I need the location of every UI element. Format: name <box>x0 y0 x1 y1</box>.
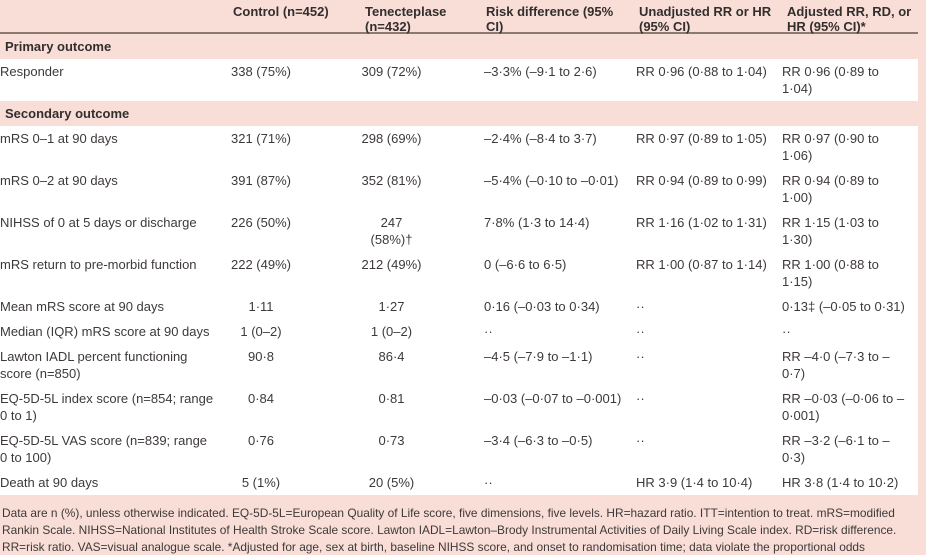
column-header: Risk difference (95% CI) <box>486 4 614 34</box>
table-cell: RR 1·15 (1·03 to 1·30) <box>782 215 879 247</box>
table-cell: ·· <box>484 324 493 339</box>
table-cell: 212 (49%) <box>361 257 422 272</box>
table-cell: RR 0·97 (0·89 to 1·05) <box>636 131 767 146</box>
table-cell: RR 1·00 (0·87 to 1·14) <box>636 257 767 272</box>
table-cell: RR 0·97 (0·90 to 1·06) <box>782 131 879 163</box>
table-row: Lawton IADL percent functioning score (n… <box>0 344 918 386</box>
table-cell: 298 (69%) <box>361 131 422 146</box>
table-cell: ·· <box>782 324 791 339</box>
table-cell: RR –4·0 (–7·3 to –0·7) <box>782 349 890 381</box>
table-cell: 247 (58%)† <box>370 215 413 247</box>
row-label: mRS 0–1 at 90 days <box>0 131 118 146</box>
table-cell: HR 3·8 (1·4 to 10·2) <box>782 475 899 490</box>
table-cell: 0·76 <box>247 433 275 448</box>
table-cell: 20 (5%) <box>368 475 415 490</box>
footnote-line: Rankin Scale. NIHSS=National Institutes … <box>2 523 897 537</box>
table-cell: 86·4 <box>378 349 405 364</box>
row-label: Mean mRS score at 90 days <box>0 299 165 314</box>
table-cell: 7·8% (1·3 to 14·4) <box>484 215 590 230</box>
table-cell: 1 (0–2) <box>370 324 413 339</box>
table-body: Primary outcome Responder 338 (75%) 309 (72… <box>0 34 926 495</box>
table-row: EQ-5D-5L VAS score (n=839; range 0 to 10… <box>0 428 918 470</box>
column-header: Unadjusted RR or HR (95% CI) <box>639 4 772 34</box>
table-cell: RR 0·94 (0·89 to 1·00) <box>782 173 879 205</box>
table-row: mRS return to pre-morbid function 222 (49… <box>0 252 918 294</box>
column-header: Adjusted RR, RD, or HR (95% CI)* <box>787 4 912 34</box>
table-cell: 352 (81%) <box>361 173 422 188</box>
row-label: EQ-5D-5L VAS score (n=839; range 0 to 10… <box>0 433 208 465</box>
row-label: Lawton IADL percent functioning score (n… <box>0 349 188 381</box>
table-cell: RR 1·00 (0·88 to 1·15) <box>782 257 879 289</box>
table-header-row: Control (n=452) Tenecteplase (n=432) Risk … <box>0 0 926 34</box>
table-cell: 1·11 <box>248 299 274 314</box>
table-cell: –3·4 (–6·3 to –0·5) <box>484 433 593 448</box>
table-cell: 90·8 <box>247 349 275 364</box>
table-cell: 5 (1%) <box>241 475 281 490</box>
row-label: NIHSS of 0 at 5 days or discharge <box>0 215 197 230</box>
table-cell: RR 1·16 (1·02 to 1·31) <box>636 215 767 230</box>
column-header: Control (n=452) <box>233 4 329 19</box>
table-cell: –3·3% (–9·1 to 2·6) <box>484 64 597 79</box>
table-cell: 0 (–6·6 to 6·5) <box>484 257 567 272</box>
table-row: mRS 0–2 at 90 days 391 (87%) 352 (81%) –5·4… <box>0 168 918 210</box>
table-row: Median (IQR) mRS score at 90 days 1 (0–2)… <box>0 319 918 344</box>
table-row: Mean mRS score at 90 days 1·11 1·27 0·16 (–… <box>0 294 918 319</box>
row-label: EQ-5D-5L index score (n=854; range 0 to … <box>0 391 214 423</box>
table-cell: HR 3·9 (1·4 to 10·4) <box>636 475 753 490</box>
table-cell: ·· <box>636 433 645 448</box>
table-cell: 0·13‡ (–0·05 to 0·31) <box>782 299 905 314</box>
table-cell: 0·16 (–0·03 to 0·34) <box>484 299 600 314</box>
row-label: mRS 0–2 at 90 days <box>0 173 118 188</box>
table-cell: 338 (75%) <box>231 64 291 79</box>
table-cell: ·· <box>636 324 645 339</box>
column-header: Tenecteplase (n=432) <box>365 4 447 34</box>
table-row: Responder 338 (75%) 309 (72%) –3·3% (–9·1 t… <box>0 59 918 101</box>
table-cell: 0·81 <box>378 391 405 406</box>
table-cell: 1 (0–2) <box>240 324 282 339</box>
table-cell: –4·5 (–7·9 to –1·1) <box>484 349 593 364</box>
table-row: EQ-5D-5L index score (n=854; range 0 to … <box>0 386 918 428</box>
table-cell: 391 (87%) <box>231 173 291 188</box>
table-cell: ·· <box>484 475 493 490</box>
table-cell: 226 (50%) <box>231 215 291 230</box>
table-cell: ·· <box>636 349 645 364</box>
table-cell: 0·73 <box>378 433 405 448</box>
table-cell: 321 (71%) <box>231 131 291 146</box>
table-cell: 1·27 <box>378 299 405 314</box>
table-cell: ·· <box>636 299 645 314</box>
row-label: mRS return to pre-morbid function <box>0 257 197 272</box>
table-cell: RR –0·03 (–0·06 to –0·001) <box>782 391 905 423</box>
table-row: Death at 90 days 5 (1%) 20 (5%) ·· HR 3·9 (1… <box>0 470 918 495</box>
header-rule <box>0 32 918 34</box>
table-cell: 0·84 <box>247 391 275 406</box>
table-cell: 222 (49%) <box>231 257 291 272</box>
table-cell: RR 0·94 (0·89 to 0·99) <box>636 173 767 188</box>
row-label: Death at 90 days <box>0 475 99 490</box>
footnote-line: RR=risk ratio. VAS=visual analogue scale… <box>2 540 865 554</box>
table-cell: –2·4% (–8·4 to 3·7) <box>484 131 597 146</box>
section-header-row: Primary outcome <box>0 34 926 59</box>
footnote-line: Data are n (%), unless otherwise indicat… <box>2 506 895 520</box>
table-footnotes: Data are n (%), unless otherwise indicat… <box>0 495 926 555</box>
table-cell: ·· <box>636 391 645 406</box>
section-header-row: Secondary outcome <box>0 101 926 126</box>
table-row: NIHSS of 0 at 5 days or discharge 226 (50… <box>0 210 918 252</box>
table-cell: 309 (72%) <box>361 64 422 79</box>
table-row: mRS 0–1 at 90 days 321 (71%) 298 (69%) –2·4… <box>0 126 918 168</box>
table-cell: –0·03 (–0·07 to –0·001) <box>484 391 622 406</box>
row-label: Responder <box>0 64 64 79</box>
table-cell: –5·4% (–0·10 to –0·01) <box>484 173 619 188</box>
table-cell: RR 0·96 (0·88 to 1·04) <box>636 64 767 79</box>
table-cell: RR –3·2 (–6·1 to –0·3) <box>782 433 890 465</box>
row-label: Median (IQR) mRS score at 90 days <box>0 324 210 339</box>
table-cell: RR 0·96 (0·89 to 1·04) <box>782 64 879 96</box>
